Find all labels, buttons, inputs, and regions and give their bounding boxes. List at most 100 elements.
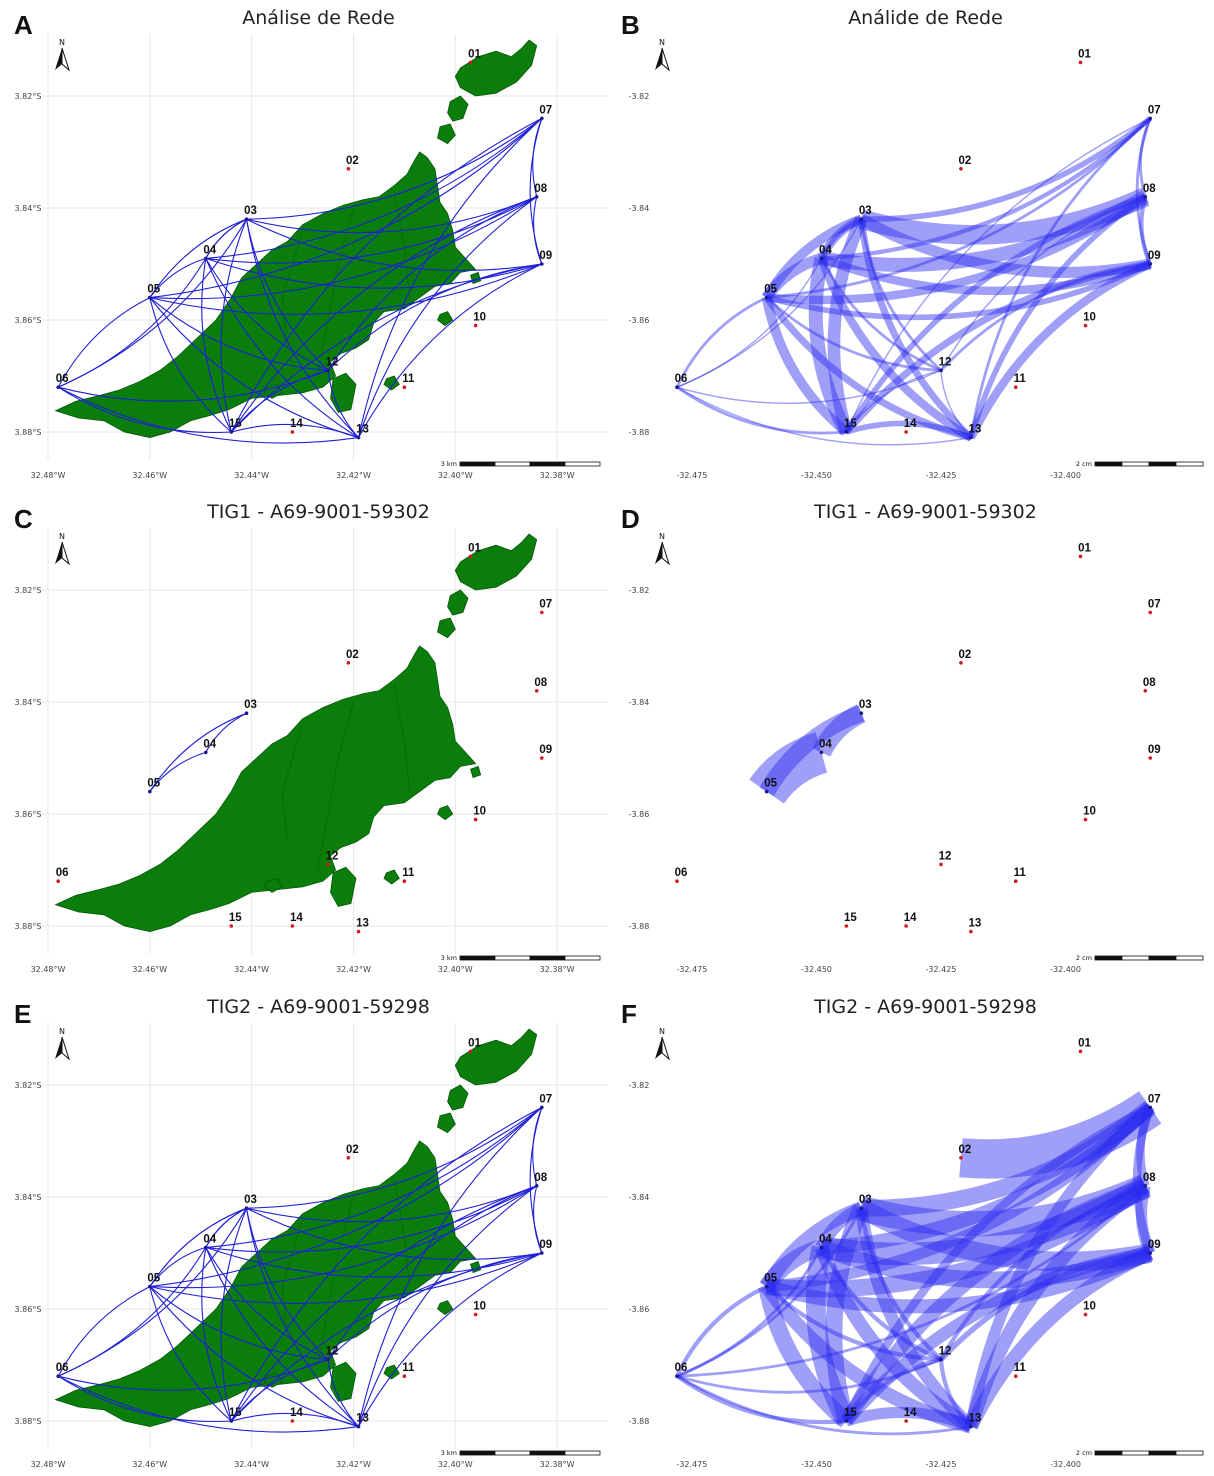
y-tick-label: -3.82 [629, 92, 650, 101]
scale-bar-segment [1122, 956, 1149, 960]
station-04-label: 04 [203, 1233, 216, 1245]
panel-title: TIG2 - A69-9001-59298 [206, 996, 430, 1018]
y-tick-label: -3.86 [629, 810, 650, 819]
station-01-marker [1079, 61, 1083, 65]
x-tick-label: 32.40°W [438, 1460, 473, 1469]
scale-bar-label: 2 cm [1076, 460, 1092, 468]
station-07-label: 07 [539, 1093, 552, 1105]
scale-bar-segment [1095, 956, 1122, 960]
scale-bar-label: 2 cm [1076, 1449, 1092, 1457]
station-04-marker [204, 1246, 208, 1250]
station-15-label: 15 [229, 912, 242, 924]
station-07-label: 07 [1148, 104, 1161, 116]
station-11-marker [403, 1374, 407, 1378]
panel-letter: C [14, 504, 33, 534]
stations-layer: 01 02 03 04 05 06 07 08 09 10 11 12 13 14 15 [675, 542, 1161, 933]
station-07-label: 07 [1148, 598, 1161, 610]
station-12-marker [326, 863, 330, 867]
station-15-label: 15 [229, 1407, 242, 1419]
station-07-marker [1148, 117, 1152, 121]
y-tick-label: 3.84°S [15, 204, 42, 213]
island-islet [384, 870, 399, 884]
north-arrow-left [655, 48, 662, 70]
network-layer [677, 118, 1150, 444]
station-14-marker [291, 924, 295, 928]
panel-letter: D [621, 504, 640, 534]
x-tick-label: 32.44°W [234, 471, 269, 480]
station-09-label: 09 [1148, 250, 1161, 262]
island-main [56, 646, 476, 932]
station-01-marker [1079, 555, 1083, 559]
station-13-label: 13 [356, 918, 369, 930]
station-03-marker [859, 1206, 863, 1210]
scale-bar-segment [1149, 956, 1176, 960]
station-03-marker [245, 711, 249, 715]
north-arrow-right [662, 1037, 669, 1059]
north-arrow-left [55, 542, 62, 564]
station-14-label: 14 [904, 912, 917, 924]
north-label: N [659, 532, 665, 541]
y-tick-label: -3.82 [629, 1081, 650, 1090]
scale-bar-segment [495, 462, 530, 466]
panel-title: TIG1 - A69-9001-59302 [813, 501, 1037, 523]
y-tick-label: 3.88°S [15, 1417, 42, 1426]
north-arrow-right [662, 48, 669, 70]
station-04-marker [204, 257, 208, 261]
station-10-marker [1084, 1313, 1088, 1317]
station-12-marker [326, 369, 330, 373]
station-10-label: 10 [473, 806, 486, 818]
station-02-label: 02 [959, 1144, 972, 1156]
station-07-label: 07 [539, 104, 552, 116]
y-tick-label: 3.82°S [15, 92, 42, 101]
station-10-marker [474, 818, 478, 822]
station-02-marker [959, 1156, 963, 1160]
station-03-marker [245, 217, 249, 221]
station-07-label: 07 [539, 598, 552, 610]
station-05-label: 05 [764, 284, 777, 296]
station-11-label: 11 [402, 373, 415, 385]
station-02-marker [959, 167, 963, 171]
island-islet [384, 376, 399, 390]
station-04-label: 04 [203, 738, 216, 750]
station-06-label: 06 [675, 867, 688, 879]
station-13-label: 13 [968, 1413, 981, 1425]
station-15-label: 15 [844, 418, 857, 430]
scale-bar: 2 cm [1076, 954, 1203, 962]
station-12-label: 12 [326, 850, 339, 862]
scale-bar-label: 3 km [441, 460, 457, 468]
north-label: N [659, 38, 665, 47]
station-01-label: 01 [468, 48, 481, 60]
station-05-marker [765, 296, 769, 300]
station-03-label: 03 [244, 205, 257, 217]
island-islet [448, 96, 468, 121]
x-tick-label: 32.38°W [540, 965, 575, 974]
y-tick-label: 3.86°S [15, 1305, 42, 1314]
panel-D: D TIG1 - A69-9001-59302-32.475 -32.450 -32.… [621, 501, 1203, 974]
station-04-label: 04 [819, 1233, 832, 1245]
north-label: N [59, 1027, 65, 1036]
y-tick-label: -3.88 [629, 922, 650, 931]
scale-bar-segment [565, 1451, 600, 1455]
station-09-label: 09 [539, 1239, 552, 1251]
station-08-marker [1143, 1184, 1147, 1188]
station-05-marker [148, 1285, 152, 1289]
station-13-marker [357, 1425, 361, 1429]
scale-bar-segment [1176, 1451, 1203, 1455]
station-12-label: 12 [939, 850, 952, 862]
panels-root: A Análise de Rede32.48°W 32.46°W 32.44°W 32.… [14, 7, 1203, 1469]
station-15-marker [229, 430, 233, 434]
panel-B: B Análide de Rede-32.475 -32.450 -32.425 -32… [621, 7, 1203, 480]
station-12-label: 12 [326, 1345, 339, 1357]
station-06-marker [675, 1374, 679, 1378]
x-tick-label: -32.475 [676, 471, 707, 480]
station-11-marker [403, 879, 407, 883]
station-06-label: 06 [56, 373, 69, 385]
north-arrow-icon: N [55, 1027, 69, 1059]
station-02-label: 02 [346, 155, 359, 167]
x-tick-label: 32.48°W [31, 1460, 66, 1469]
station-09-label: 09 [539, 250, 552, 262]
station-04-marker [820, 751, 824, 755]
island-islet [331, 867, 357, 906]
y-tick-label: 3.88°S [15, 922, 42, 931]
